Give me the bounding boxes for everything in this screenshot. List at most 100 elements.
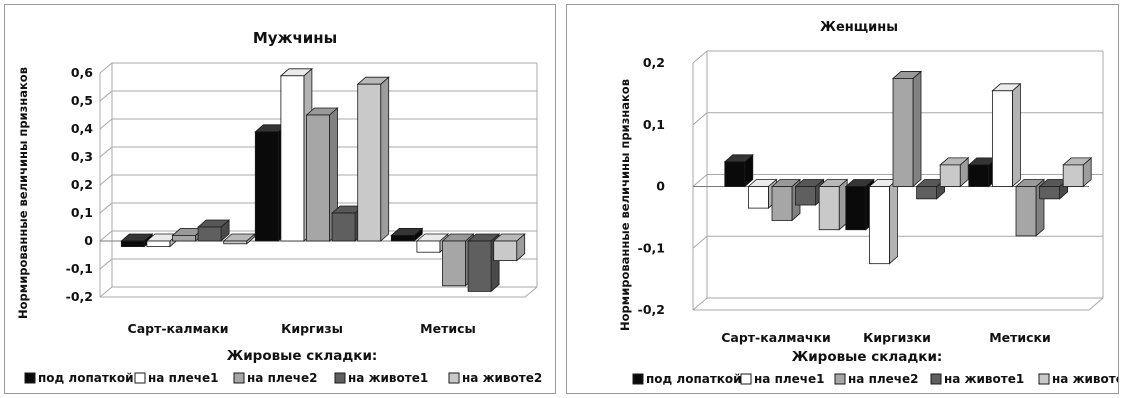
y-tick-label: 0 xyxy=(84,233,93,248)
bar-front xyxy=(939,164,961,187)
chart-title: Мужчины xyxy=(253,29,337,47)
bar-side xyxy=(1011,82,1021,188)
bar-front xyxy=(120,240,145,247)
bar-front xyxy=(724,161,746,187)
legend: под лопаткой на плече1 на плече2 на животе1… xyxy=(24,371,542,385)
bar-front xyxy=(1062,164,1084,187)
y-tick-label: -0,2 xyxy=(638,302,665,317)
bar xyxy=(356,76,390,242)
category-label: Киргизки xyxy=(863,330,931,345)
bar-front xyxy=(1039,186,1061,200)
y-tick-label: 0,4 xyxy=(71,121,93,136)
bar-front xyxy=(390,234,415,242)
bar xyxy=(120,233,154,248)
bar-front xyxy=(968,164,990,187)
chart-title: Женщины xyxy=(820,20,898,35)
legend-item: на животе2 xyxy=(1038,372,1118,386)
bar xyxy=(1014,178,1046,237)
bar xyxy=(222,233,256,245)
category-label: Киргизы xyxy=(281,321,343,336)
legend: под лопаткой на плече1 на плече2 на животе1… xyxy=(632,372,1118,386)
y-tick-label: -0,2 xyxy=(66,289,93,304)
chart-women: Женщины Нормированные величины признаков -… xyxy=(618,20,1118,386)
legend-swatch xyxy=(740,373,752,385)
y-tick-label: 0,1 xyxy=(71,205,93,220)
y-tick-label: 0,1 xyxy=(643,117,665,132)
bar-front xyxy=(467,240,492,292)
bar-front xyxy=(868,186,890,265)
gridline xyxy=(692,235,1103,249)
y-axis-label: Нормированные величины признаков xyxy=(618,79,632,331)
bar xyxy=(305,107,339,242)
bar-front xyxy=(916,186,938,200)
bar xyxy=(991,82,1022,188)
legend-item: на животе2 xyxy=(448,371,542,385)
bar-front xyxy=(416,240,441,253)
gridline xyxy=(692,297,1103,311)
bar-front xyxy=(845,186,867,231)
legend-label: на животе1 xyxy=(944,372,1024,386)
bar xyxy=(723,153,754,188)
legend-swatch xyxy=(233,372,245,384)
bar-front xyxy=(146,240,171,247)
gridline xyxy=(99,90,537,102)
bar-front xyxy=(280,75,305,242)
bar xyxy=(492,233,526,262)
y-tick-label: 0,3 xyxy=(71,149,93,164)
bar xyxy=(868,178,899,265)
floor-edge xyxy=(100,286,538,298)
legend-item: на плече2 xyxy=(834,372,919,386)
legend-label: на животе1 xyxy=(348,371,428,385)
bar xyxy=(770,178,802,222)
legend-item: под лопаткой xyxy=(24,371,134,385)
bar-front xyxy=(747,186,769,209)
legend-item: на плече1 xyxy=(134,371,219,385)
y-tick-label: -0,1 xyxy=(66,261,93,276)
bar-front xyxy=(331,212,356,242)
legend-swatch xyxy=(334,372,346,384)
legend-label: на животе2 xyxy=(1052,372,1118,386)
bar-front xyxy=(795,186,817,206)
legend-item: на животе1 xyxy=(930,372,1024,386)
x-axis-label: Жировые складки: xyxy=(227,348,378,364)
bar-front xyxy=(223,240,248,245)
legend-item: на животе1 xyxy=(334,371,428,385)
bar-front xyxy=(892,78,914,187)
legend-label: на плече1 xyxy=(148,371,219,385)
category-label: Метисы xyxy=(420,321,476,336)
bar-front xyxy=(357,83,382,242)
gridline xyxy=(692,50,1103,64)
y-tick-label: -0,1 xyxy=(638,240,665,255)
bar-front xyxy=(1015,186,1037,237)
x-axis-label: Жировые складки: xyxy=(792,349,943,365)
y-tick-label: 0,2 xyxy=(643,55,665,70)
category-label: Сарт-калмаки xyxy=(128,321,229,336)
legend-label: на плече1 xyxy=(754,372,825,386)
legend-swatch xyxy=(448,372,460,384)
bar xyxy=(197,219,231,242)
legend-item: на плече1 xyxy=(740,372,825,386)
legend-item: на плече2 xyxy=(233,371,318,385)
bar xyxy=(1062,157,1093,188)
legend-label: под лопаткой xyxy=(646,372,742,386)
bar-front xyxy=(442,240,466,287)
bars xyxy=(120,67,526,293)
bar-front xyxy=(254,131,279,242)
bar-front xyxy=(493,240,518,262)
legend-swatch xyxy=(930,373,942,385)
bar-front xyxy=(197,226,222,242)
bar xyxy=(939,157,970,188)
bar-side xyxy=(888,178,898,265)
legend-swatch xyxy=(134,372,146,384)
chart-men: Мужчины Нормированные величины признаков -… xyxy=(16,29,542,385)
legend-label: на животе2 xyxy=(462,371,542,385)
bar-front xyxy=(306,114,330,242)
bars xyxy=(723,70,1093,265)
gridline xyxy=(99,62,537,74)
bar-front xyxy=(771,186,793,221)
legend-swatch xyxy=(632,373,644,385)
category-label: Сарт-калмачки xyxy=(721,330,831,345)
legend-swatch xyxy=(1038,373,1050,385)
legend-label: под лопаткой xyxy=(38,371,134,385)
legend-label: на плече2 xyxy=(848,372,919,386)
